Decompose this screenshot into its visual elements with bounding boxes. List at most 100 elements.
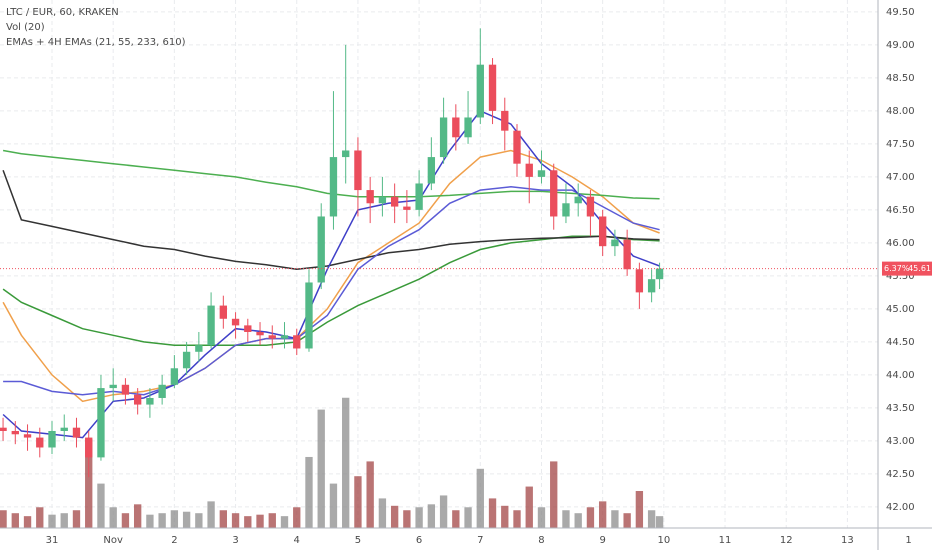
last-price-label: 45.61 xyxy=(908,264,931,273)
candle-body xyxy=(11,430,19,435)
candle-body xyxy=(354,150,362,191)
volume-bar xyxy=(464,507,472,528)
y-tick-label: 49.00 xyxy=(886,40,915,51)
volume-bar xyxy=(182,511,191,528)
candle-body xyxy=(586,196,595,217)
candle-body xyxy=(439,117,448,158)
volume-bar xyxy=(452,510,460,528)
volume-bar xyxy=(513,510,521,528)
candle-body xyxy=(60,427,68,431)
x-tick-label: 1 xyxy=(905,535,911,546)
candle-body xyxy=(488,64,497,111)
candle-body xyxy=(207,305,215,346)
x-tick-label: 31 xyxy=(46,535,59,546)
volume-bar xyxy=(647,510,656,528)
volume-bar xyxy=(268,513,276,528)
x-tick-label: Nov xyxy=(103,535,123,546)
candle-body xyxy=(525,163,533,177)
x-tick-label: 3 xyxy=(232,535,238,546)
x-tick-label: 2 xyxy=(171,535,177,546)
candle-body xyxy=(97,388,105,458)
volume-bar xyxy=(158,513,166,528)
candle-body xyxy=(121,384,130,395)
y-tick-label: 43.00 xyxy=(886,436,915,447)
candle-body xyxy=(452,117,460,138)
candle-body xyxy=(317,216,325,283)
candle-body xyxy=(36,437,44,448)
x-tick-label: 10 xyxy=(657,535,670,546)
y-tick-label: 46.50 xyxy=(886,205,915,216)
volume-bar xyxy=(342,397,350,528)
volume-bar xyxy=(121,513,130,528)
candle-body xyxy=(48,430,56,448)
last-price-box xyxy=(882,261,932,276)
candle-body xyxy=(647,279,656,293)
candle-body xyxy=(623,239,631,270)
candle-body xyxy=(329,157,338,217)
candle-body xyxy=(390,196,399,207)
volume-bar xyxy=(623,513,631,528)
volume-bar xyxy=(550,461,558,528)
y-tick-label: 48.50 xyxy=(886,73,915,84)
last-change-label: 6.37% xyxy=(884,264,910,273)
volume-bar xyxy=(280,516,289,528)
volume-bar xyxy=(488,498,497,528)
volume-bar xyxy=(476,468,484,528)
volume-bar xyxy=(244,516,252,528)
volume-bar xyxy=(378,498,387,528)
y-tick-label: 42.50 xyxy=(886,469,915,480)
candle-body xyxy=(415,183,423,210)
volume-bar xyxy=(501,505,509,528)
indicator-legend: EMAs + 4H EMAs (21, 55, 233, 610) xyxy=(6,37,186,48)
volume-bar xyxy=(611,510,619,528)
candle-body xyxy=(182,351,191,369)
volume-bar xyxy=(635,491,644,528)
x-tick-label: 13 xyxy=(841,535,854,546)
ema-line xyxy=(2,170,660,271)
candle-body xyxy=(146,397,154,405)
candle-body xyxy=(244,325,252,332)
candle-body xyxy=(133,394,142,405)
volume-bar xyxy=(72,510,81,528)
volume-bar xyxy=(390,505,399,528)
candle-body xyxy=(655,268,664,280)
candle-body xyxy=(293,335,301,349)
y-tick-label: 49.50 xyxy=(886,7,915,18)
candle-body xyxy=(464,117,472,138)
volume-bar xyxy=(85,439,93,528)
candle-body xyxy=(158,384,166,398)
volume-bar xyxy=(109,507,117,528)
volume-bar xyxy=(354,476,362,528)
volume-bar xyxy=(48,514,56,528)
volume-bar xyxy=(11,513,19,528)
volume-bar xyxy=(146,514,154,528)
x-tick-label: 7 xyxy=(477,535,483,546)
candle-body xyxy=(268,335,276,339)
candle-body xyxy=(195,345,203,352)
volume-bar xyxy=(655,516,664,528)
candle-body xyxy=(598,216,607,247)
candle-body xyxy=(366,190,374,204)
volume-bar xyxy=(207,501,215,528)
y-tick-label: 42.00 xyxy=(886,502,915,513)
candle-body xyxy=(378,196,387,204)
volume-bar xyxy=(293,507,301,528)
volume-bar xyxy=(23,516,32,528)
candle-body xyxy=(562,203,570,217)
y-tick-label: 44.50 xyxy=(886,337,915,348)
volume-bar xyxy=(0,510,7,528)
candle-body xyxy=(342,150,350,158)
volume-bar xyxy=(231,513,240,528)
volume-bar xyxy=(36,507,44,528)
x-tick-label: 5 xyxy=(355,535,361,546)
candle-body xyxy=(231,318,240,326)
volume-bar xyxy=(537,507,546,528)
grid xyxy=(0,0,878,528)
candle-body xyxy=(0,427,7,431)
y-tick-label: 47.00 xyxy=(886,172,915,183)
symbol-title: LTC / EUR, 60, KRAKEN xyxy=(6,7,119,18)
volume-bar xyxy=(415,507,423,528)
candle-body xyxy=(635,269,644,293)
